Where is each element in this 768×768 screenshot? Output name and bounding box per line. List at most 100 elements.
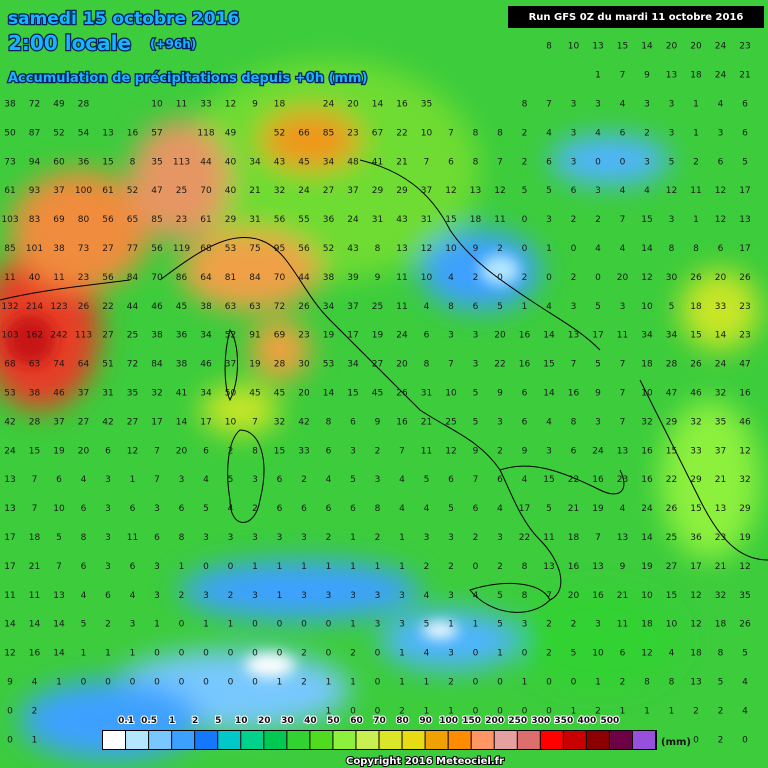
grid-value: 27 xyxy=(102,331,113,341)
grid-value: 95 xyxy=(274,244,285,254)
grid-value: 2 xyxy=(546,649,552,659)
grid-value: 14 xyxy=(641,42,653,52)
grid-value: 15 xyxy=(543,360,554,370)
grid-value: 0 xyxy=(571,678,577,688)
grid-value: 6 xyxy=(81,504,87,514)
grid-value: 5 xyxy=(742,157,748,167)
grid-value: 2 xyxy=(522,157,528,167)
legend-swatch xyxy=(287,731,310,749)
legend-swatch xyxy=(632,731,655,749)
grid-value: 18 xyxy=(641,620,653,630)
grid-value: 25 xyxy=(176,186,187,196)
grid-value: 4 xyxy=(742,706,748,716)
grid-value: 34 xyxy=(666,331,678,341)
grid-value: 38 xyxy=(53,244,65,254)
grid-value: 2 xyxy=(350,649,356,659)
grid-value: 21 xyxy=(617,591,628,601)
grid-value: 3 xyxy=(595,620,601,630)
grid-value: 46 xyxy=(690,389,702,399)
grid-value: 6 xyxy=(522,389,528,399)
grid-value: 31 xyxy=(249,215,260,225)
grid-value: 17 xyxy=(347,331,358,341)
grid-value: 13 xyxy=(739,215,750,225)
grid-value: 0 xyxy=(203,562,209,572)
grid-value: 24 xyxy=(715,42,727,52)
grid-value: 4 xyxy=(546,302,552,312)
grid-value: 4 xyxy=(595,128,601,138)
grid-value: 64 xyxy=(200,273,212,283)
grid-value: 13 xyxy=(543,562,554,572)
grid-value: 14 xyxy=(323,389,335,399)
legend-label: 40 xyxy=(304,716,317,726)
grid-value: 3 xyxy=(399,591,405,601)
grid-value: 3 xyxy=(130,620,136,630)
grid-value: 6 xyxy=(350,417,356,427)
grid-value: 0 xyxy=(350,706,356,716)
grid-value: 21 xyxy=(396,157,407,167)
grid-value: 2 xyxy=(571,273,577,283)
grid-value: 5 xyxy=(571,649,577,659)
grid-value: 0 xyxy=(522,215,528,225)
grid-value: 75 xyxy=(249,244,260,254)
grid-value: 9 xyxy=(7,678,13,688)
grid-value: 8 xyxy=(130,157,136,167)
grid-value: 6 xyxy=(424,331,430,341)
grid-value: 2 xyxy=(473,273,479,283)
grid-value: 3 xyxy=(105,504,111,514)
grid-value: 113 xyxy=(75,331,92,341)
grid-value: 38 xyxy=(151,331,163,341)
grid-value: 3 xyxy=(252,533,258,543)
grid-value: 0 xyxy=(546,273,552,283)
grid-value: 20 xyxy=(347,100,359,110)
grid-value: 8 xyxy=(546,42,552,52)
grid-value: 85 xyxy=(151,215,162,225)
legend-swatch xyxy=(494,731,517,749)
grid-value: 56 xyxy=(274,215,286,225)
grid-value: 27 xyxy=(127,417,138,427)
grid-value: 23 xyxy=(739,302,750,312)
grid-value: 35 xyxy=(151,157,162,167)
grid-value: 14 xyxy=(543,331,555,341)
grid-value: 5 xyxy=(473,417,479,427)
grid-value: 0 xyxy=(252,678,258,688)
grid-value: 2 xyxy=(473,533,479,543)
grid-value: 29 xyxy=(690,475,702,485)
grid-value: 3 xyxy=(595,100,601,110)
grid-value: 16 xyxy=(396,100,408,110)
grid-value: 42 xyxy=(298,417,309,427)
grid-value: 8 xyxy=(522,591,528,601)
grid-value: 14 xyxy=(372,100,384,110)
grid-value: 15 xyxy=(347,389,358,399)
grid-value: 4 xyxy=(424,649,430,659)
grid-value: 73 xyxy=(78,244,89,254)
grid-value: 6 xyxy=(620,649,626,659)
grid-value: 103 xyxy=(1,215,18,225)
grid-value: 0 xyxy=(742,735,748,745)
grid-value: 52 xyxy=(225,331,236,341)
grid-value: 85 xyxy=(323,128,334,138)
grid-value: 3 xyxy=(375,620,381,630)
grid-value: 6 xyxy=(326,446,332,456)
grid-value: 2 xyxy=(595,215,601,225)
legend-label: 10 xyxy=(235,716,248,726)
grid-value: 24 xyxy=(641,504,653,514)
grid-value: 3 xyxy=(326,591,332,601)
grid-value: 9 xyxy=(252,100,258,110)
grid-value: 85 xyxy=(4,244,15,254)
grid-value: 16 xyxy=(519,331,531,341)
grid-value: 15 xyxy=(543,475,554,485)
grid-value: 9 xyxy=(595,389,601,399)
grid-value: 7 xyxy=(399,446,405,456)
grid-value: 0 xyxy=(277,649,283,659)
grid-value: 3 xyxy=(620,302,626,312)
grid-value: 0 xyxy=(179,649,185,659)
grid-value: 12 xyxy=(715,215,726,225)
grid-value: 2 xyxy=(375,533,381,543)
grid-value: 18 xyxy=(690,302,702,312)
grid-value: 45 xyxy=(274,389,285,399)
grid-value: 0 xyxy=(497,706,503,716)
grid-value: 3 xyxy=(669,100,675,110)
grid-value: 45 xyxy=(249,389,260,399)
grid-value: 28 xyxy=(78,100,90,110)
grid-value: 8 xyxy=(693,244,699,254)
